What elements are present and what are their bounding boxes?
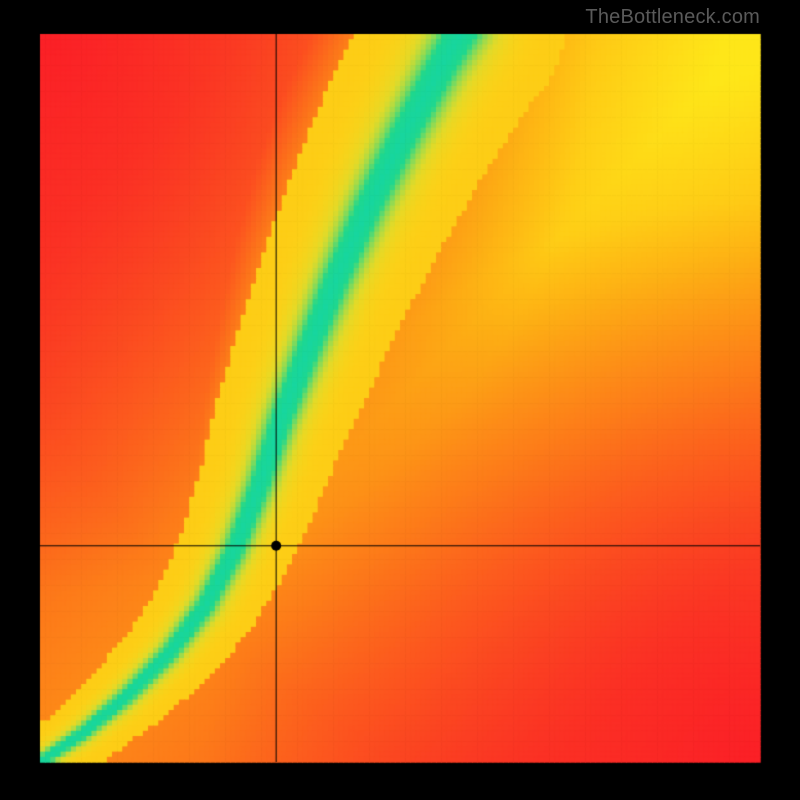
watermark-text: TheBottleneck.com (585, 6, 760, 29)
chart-container: TheBottleneck.com (0, 0, 800, 800)
bottleneck-heatmap (0, 0, 800, 800)
